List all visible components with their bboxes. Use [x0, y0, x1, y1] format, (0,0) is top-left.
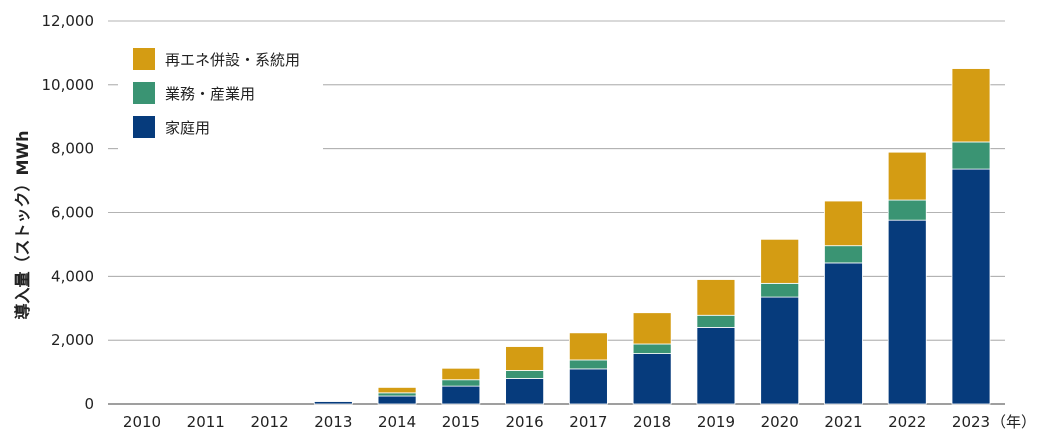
- bar-segment-2017-series-0: [568, 368, 608, 405]
- x-tick-label: 2020: [761, 413, 799, 431]
- y-tick-label: 6,000: [51, 204, 94, 222]
- bar-segment-2022-series-2: [887, 151, 927, 201]
- x-tick-label: 2021: [824, 413, 862, 431]
- bar-segment-2016-series-1: [505, 370, 545, 379]
- x-tick-label: 2013: [314, 413, 352, 431]
- bar-segment-2020-series-1: [760, 282, 800, 298]
- bar-segment-2014-series-2: [377, 387, 417, 394]
- bar-segment-2015-series-2: [441, 367, 481, 381]
- x-tick-label: 2011: [187, 413, 225, 431]
- bar-segment-2023-series-2: [951, 68, 991, 143]
- x-tick-label: 2012: [250, 413, 288, 431]
- bar-segment-2023-series-0: [951, 168, 991, 405]
- x-tick-label: 2023: [952, 413, 990, 431]
- bar-segment-2014-series-1: [377, 392, 417, 397]
- x-tick-label: 2010: [123, 413, 161, 431]
- bar-segment-2017-series-1: [568, 359, 608, 370]
- bar-segment-2021-series-1: [824, 245, 863, 264]
- bar-segment-2019-series-2: [696, 279, 736, 316]
- x-tick-label: 2016: [506, 413, 544, 431]
- bar-segment-2014-series-0: [377, 395, 417, 405]
- bar-segment-2018-series-1: [632, 343, 672, 354]
- y-tick-label: 12,000: [42, 12, 95, 30]
- legend-swatch: [133, 116, 155, 138]
- legend-label: 再エネ併設・系統用: [165, 51, 300, 69]
- y-tick-label: 10,000: [42, 76, 95, 94]
- x-tick-label: 2018: [633, 413, 671, 431]
- legend-label: 家庭用: [165, 119, 210, 137]
- bar-segment-2019-series-1: [696, 314, 736, 328]
- legend-swatch: [133, 82, 155, 104]
- bar-segment-2022-series-1: [887, 199, 927, 221]
- bar-segment-2023-series-1: [951, 141, 991, 170]
- bar-segment-2015-series-0: [441, 385, 481, 405]
- x-axis-unit: （年）: [991, 413, 1036, 431]
- y-tick-label: 8,000: [51, 140, 94, 158]
- bar-segment-2018-series-0: [632, 353, 672, 405]
- bar-segment-2017-series-2: [568, 332, 608, 361]
- bar-segment-2016-series-2: [505, 346, 545, 371]
- x-tick-label: 2014: [378, 413, 416, 431]
- bar-segment-2021-series-0: [824, 262, 863, 405]
- bar-segment-2019-series-0: [696, 326, 736, 405]
- bar-segment-2021-series-2: [824, 200, 863, 247]
- x-tick-label: 2019: [697, 413, 735, 431]
- bar-segment-2015-series-1: [441, 379, 481, 387]
- y-axis-ticks: 0 2,000 4,000 6,000 8,000 10,000 12,000: [42, 12, 95, 413]
- bar-segment-2018-series-2: [632, 312, 672, 345]
- bar-segment-2020-series-0: [760, 296, 800, 405]
- bars: [313, 68, 991, 405]
- y-tick-label: 4,000: [51, 267, 94, 285]
- bar-segment-2020-series-2: [760, 238, 800, 284]
- x-tick-label: 2017: [569, 413, 607, 431]
- legend-label: 業務・産業用: [165, 85, 255, 103]
- y-tick-label: 2,000: [51, 331, 94, 349]
- y-tick-label: 0: [84, 395, 94, 413]
- x-tick-label: 2015: [442, 413, 480, 431]
- x-axis-ticks: 2010 2011 2012 2013 2014 2015 2016 2017 2018 2019…: [123, 413, 1036, 431]
- x-tick-label: 2022: [888, 413, 926, 431]
- legend-swatch: [133, 48, 155, 70]
- y-axis-label: 導入量（ストック）MWh: [13, 131, 32, 320]
- bar-segment-2022-series-0: [887, 219, 927, 405]
- bar-segment-2013-series-1: [313, 400, 353, 402]
- bar-segment-2016-series-0: [505, 378, 545, 405]
